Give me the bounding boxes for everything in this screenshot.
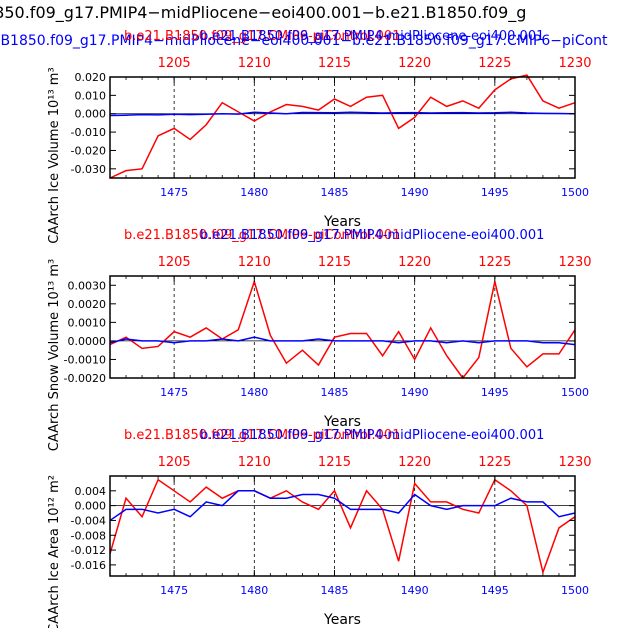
header-line-2: .B1850.f09_g17.PMIP4−midPliocene−eoi400.… [0, 33, 608, 49]
y-tick-label: -0.004 [71, 514, 106, 527]
y-tick-label: -0.0010 [64, 353, 106, 366]
y-tick-label: -0.008 [71, 529, 106, 542]
x-tick-label-bottom: 1490 [401, 584, 429, 597]
y-tick-label: -0.0020 [64, 372, 106, 385]
x-tick-label-bottom: 1480 [240, 584, 268, 597]
x-tick-label-bottom: 1500 [561, 584, 589, 597]
x-tick-label-bottom: 1475 [160, 386, 188, 399]
y-tick-label: 0.010 [75, 89, 107, 102]
y-tick-label: -0.020 [71, 144, 106, 157]
y-tick-label: 0.020 [75, 71, 107, 84]
series-line-midPliocene [109, 336, 576, 346]
x-tick-label-bottom: 1500 [561, 386, 589, 399]
panel-title-red: b.e21.B1850.f09_g17.CMIP6-piControl.001 [124, 29, 400, 44]
chart-panel-3: b.e21.B1850.f09_g17.CMIP6-piControl.001b… [47, 428, 592, 628]
y-tick-label: 0.000 [75, 500, 107, 513]
y-tick-label: -0.010 [71, 126, 106, 139]
x-tick-label-top: 1215 [318, 255, 351, 270]
x-tick-label-bottom: 1490 [401, 186, 429, 199]
x-tick-label-bottom: 1485 [320, 386, 348, 399]
x-tick-label-top: 1210 [238, 56, 271, 71]
y-tick-label: -0.030 [71, 163, 106, 176]
x-tick-label-bottom: 1500 [561, 186, 589, 199]
series-line-piControl [109, 279, 576, 380]
plot-frame [109, 275, 576, 379]
x-tick-label-top: 1225 [478, 455, 511, 470]
x-axis-label: Years [323, 612, 361, 628]
x-axis-label: Years [323, 214, 361, 230]
series-line-piControl [109, 478, 576, 575]
header-line-1: 1850.f09_g17.PMIP4−midPliocene−eoi400.00… [0, 3, 526, 23]
x-tick-label-bottom: 1475 [160, 186, 188, 199]
x-tick-label-top: 1230 [558, 455, 591, 470]
y-tick-label: 0.0030 [68, 279, 107, 292]
y-axis-label: CAArch Snow Volume 10¹³ m³ [47, 259, 62, 451]
y-tick-label: -0.016 [71, 559, 106, 572]
x-tick-label-top: 1225 [478, 56, 511, 71]
x-tick-label-bottom: 1480 [240, 386, 268, 399]
panel-title-blue: b.e21.B1850.f09_g17.PMIP4-midPliocene-eo… [200, 29, 544, 44]
panel-title-blue: b.e21.B1850.f09_g17.PMIP4-midPliocene-eo… [200, 228, 544, 243]
x-tick-label-top: 1225 [478, 255, 511, 270]
x-tick-label-top: 1230 [558, 255, 591, 270]
x-tick-label-bottom: 1495 [481, 584, 509, 597]
panel-title-red: b.e21.B1850.f09_g17.CMIP6-piControl.001 [124, 428, 400, 443]
x-tick-label-bottom: 1475 [160, 584, 188, 597]
plot-frame [109, 475, 576, 577]
x-tick-label-bottom: 1495 [481, 386, 509, 399]
chart-panel-2: b.e21.B1850.f09_g17.CMIP6-piControl.001b… [47, 228, 592, 451]
y-tick-label: 0.000 [75, 108, 107, 121]
panel-title-red: b.e21.B1850.f09_g17.CMIP6-piControl.001 [124, 228, 400, 243]
series-line-midPliocene [109, 490, 576, 522]
chart-panel-1: b.e21.B1850.f09_g17.CMIP6-piControl.001b… [47, 29, 592, 244]
x-tick-label-top: 1230 [558, 56, 591, 71]
x-axis-label: Years [323, 414, 361, 430]
x-tick-label-top: 1205 [158, 56, 191, 71]
y-axis-label: CAArch Ice Volume 10¹³ m³ [47, 67, 62, 243]
x-tick-label-top: 1210 [238, 255, 271, 270]
series-line-midPliocene [109, 111, 576, 117]
x-tick-label-top: 1215 [318, 56, 351, 71]
y-axis-label: CAArch Ice Area 10¹² m² [47, 475, 62, 628]
x-tick-label-bottom: 1490 [401, 386, 429, 399]
y-tick-label: 0.004 [75, 485, 107, 498]
x-tick-label-bottom: 1480 [240, 186, 268, 199]
x-tick-label-top: 1220 [398, 255, 431, 270]
panel-title-blue: b.e21.B1850.f09_g17.PMIP4-midPliocene-eo… [200, 428, 544, 443]
y-tick-label: -0.012 [71, 544, 106, 557]
x-tick-label-top: 1205 [158, 455, 191, 470]
plot-frame [109, 76, 576, 179]
x-tick-label-top: 1220 [398, 56, 431, 71]
x-tick-label-bottom: 1485 [320, 584, 348, 597]
y-tick-label: 0.0020 [68, 298, 107, 311]
y-tick-label: 0.0010 [68, 316, 107, 329]
x-tick-label-bottom: 1495 [481, 186, 509, 199]
x-tick-label-top: 1205 [158, 255, 191, 270]
x-tick-label-top: 1215 [318, 455, 351, 470]
x-tick-label-top: 1220 [398, 455, 431, 470]
y-tick-label: 0.0000 [68, 335, 107, 348]
x-tick-label-bottom: 1485 [320, 186, 348, 199]
series-line-piControl [109, 74, 576, 179]
x-tick-label-top: 1210 [238, 455, 271, 470]
